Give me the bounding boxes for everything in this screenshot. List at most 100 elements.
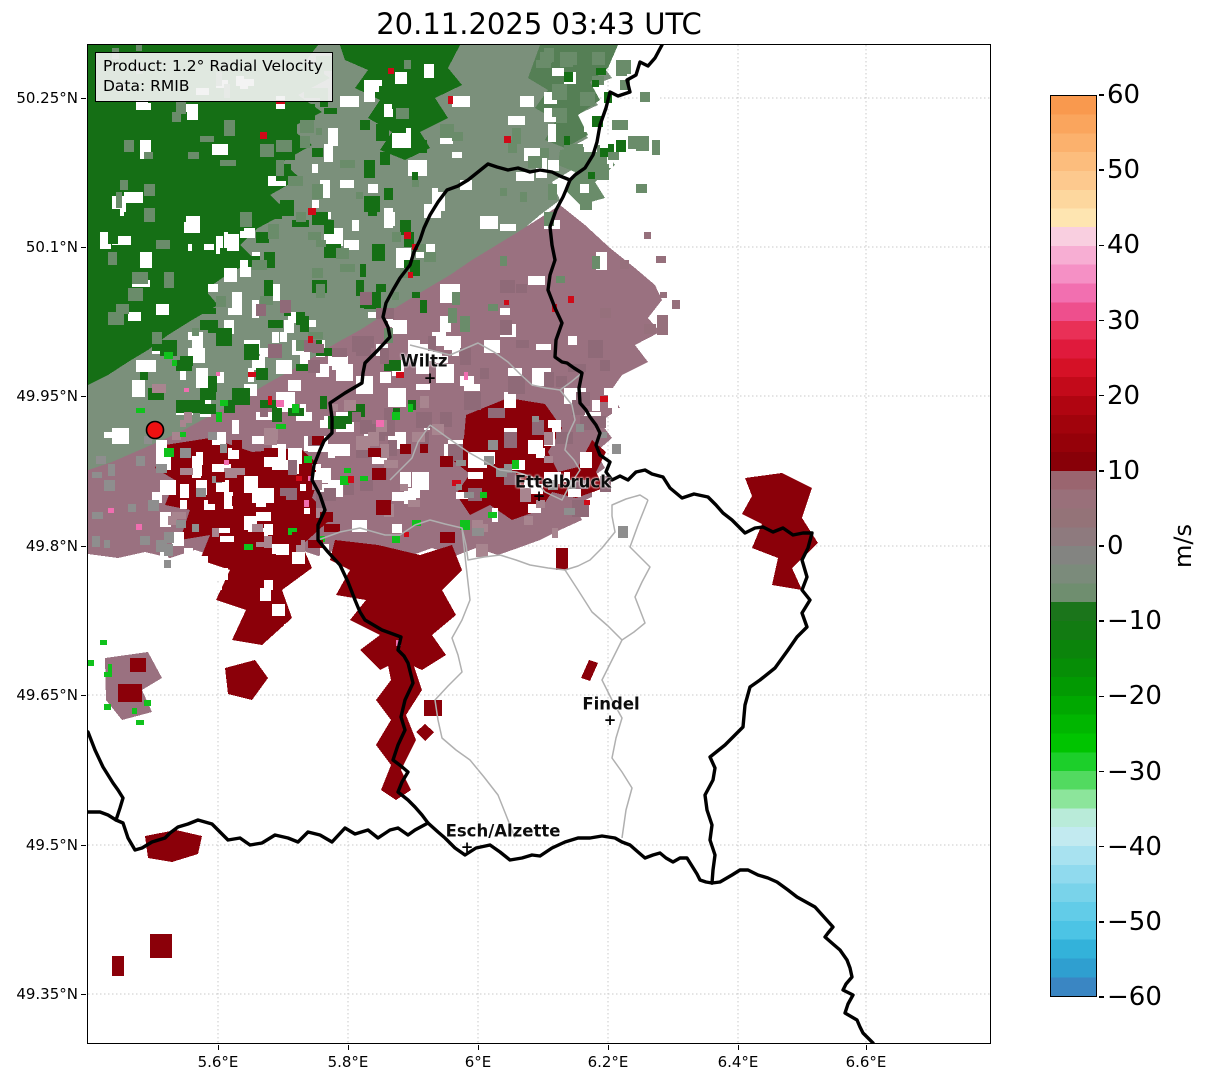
radar-pixel-speckle — [208, 136, 221, 144]
radar-pixel-speckle — [296, 312, 305, 325]
radar-pixel-speckle — [320, 512, 333, 522]
x-axis-tick-label: 6.6°E — [845, 1053, 887, 1071]
radar-pixel-speckle — [200, 136, 214, 142]
radar-pixel-speckle — [352, 336, 367, 352]
radar-pixel-speckle — [296, 340, 306, 351]
radar-pixel-speckle — [396, 432, 404, 440]
radar-pixel-speckle — [248, 532, 264, 542]
radar-pixel-speckle — [160, 480, 176, 495]
radar-pixel-speckle — [596, 68, 606, 75]
radar-pixel-speckle — [124, 140, 134, 152]
radar-pixel-speckle — [176, 156, 184, 174]
radar-pixel-speckle — [548, 124, 556, 142]
radar-pixel-speckle — [504, 136, 511, 143]
radar-pixel-speckle — [584, 144, 597, 152]
radar-pixel-speckle — [340, 96, 359, 107]
radar-pixel-speckle — [264, 448, 278, 457]
radar-pixel-speckle — [488, 512, 497, 518]
radar-pixel-speckle — [484, 456, 494, 465]
radar-pixel-speckle — [156, 304, 169, 315]
radar-pixel-speckle — [192, 472, 201, 478]
radar-pixel-speckle — [108, 252, 117, 265]
y-axis-tick-label: 50.25°N — [16, 89, 78, 107]
radar-pixel-speckle — [252, 524, 263, 538]
radar-pixel-speckle — [520, 488, 531, 502]
radar-pixel-speckle — [600, 136, 611, 148]
radar-pixel-speckle — [172, 360, 177, 366]
radar-pixel-speckle — [308, 232, 321, 240]
radar-pixel-speckle — [312, 148, 323, 157]
radar-pixel-speckle — [104, 432, 113, 438]
radar-pixel-speckle — [380, 348, 389, 364]
radar-pixel-speckle — [384, 104, 393, 117]
radar-pixel-speckle — [172, 292, 179, 303]
radar-pixel-speckle — [500, 280, 515, 293]
radar-pixel-speckle — [600, 476, 611, 492]
radar-pixel-speckle — [636, 184, 647, 193]
radar-pixel-speckle — [360, 292, 372, 305]
radar-pixel-speckle — [600, 164, 609, 180]
radar-pixel-speckle — [196, 488, 206, 497]
radar-pixel-speckle — [368, 312, 381, 318]
radar-pixel-speckle — [180, 420, 186, 427]
radar-pixel-speckle — [340, 180, 354, 188]
radar-pixel-speckle — [592, 172, 606, 180]
radar-pixel-speckle — [192, 596, 203, 603]
radar-pixel-speckle — [252, 300, 259, 318]
radar-pixel-speckle — [316, 508, 323, 518]
radar-pixel-speckle — [160, 512, 171, 527]
radar-pixel-speckle — [172, 512, 186, 519]
radar-pixel-speckle — [484, 340, 500, 353]
radar-pixel-speckle — [144, 208, 155, 222]
radar-pixel-speckle — [584, 124, 590, 132]
radar-pixel-speckle — [352, 520, 367, 532]
radar-pixel-speckle — [452, 152, 462, 158]
radar-pixel-speckle — [368, 204, 377, 216]
radar-pixel-speckle — [276, 496, 286, 508]
colorbar-tick-mark — [1099, 996, 1104, 998]
radar-pixel-speckle — [544, 432, 553, 445]
radar-pixel-speckle — [220, 400, 228, 406]
radar-pixel-speckle — [356, 192, 363, 199]
radar-pixel-speckle — [336, 416, 352, 424]
radar-pixel-speckle — [504, 464, 512, 473]
radar-pixel-speckle — [256, 500, 266, 507]
radar-pixel-speckle — [576, 424, 584, 432]
radar-pixel-speckle — [600, 396, 608, 402]
radar-pixel-speckle — [508, 376, 525, 394]
radar-pixel-speckle — [264, 436, 277, 445]
radar-pixel-speckle — [460, 316, 470, 332]
radar-pixel-speckle — [208, 432, 217, 440]
radar-pixel-speckle — [164, 560, 171, 568]
radar-pixel-speckle — [268, 204, 282, 219]
radar-pixel-speckle — [180, 468, 193, 475]
colorbar-tick-mark — [1099, 545, 1104, 547]
radar-pixel-speckle — [256, 540, 269, 547]
radar-pixel-speckle — [532, 416, 539, 422]
radar-pixel-speckle — [564, 136, 570, 145]
radar-pixel-speckle — [112, 140, 124, 157]
radar-pixel-speckle — [180, 500, 187, 509]
radar-pixel-speckle — [508, 140, 517, 153]
x-axis-tick-mark — [608, 1045, 610, 1050]
radar-pixel-speckle — [316, 284, 325, 298]
radar-pixel-speckle — [136, 45, 142, 51]
radar-pixel-speckle — [332, 444, 344, 456]
city-marker-icon: + — [423, 368, 437, 387]
radar-pixel-speckle — [208, 284, 218, 292]
radar-pixel-speckle — [352, 412, 361, 422]
radar-pixel-speckle — [392, 124, 406, 133]
city-label: Wiltz — [400, 351, 448, 371]
radar-pixel-speckle — [384, 360, 401, 371]
colorbar-tick-label: −60 — [1107, 982, 1162, 1012]
radar-pixel-speckle — [568, 480, 576, 489]
radar-pixel-speckle — [260, 488, 274, 503]
radar-pixel-speckle — [312, 268, 323, 278]
colorbar-tick-mark — [1099, 845, 1104, 848]
radar-pixel-speckle — [520, 192, 527, 202]
radar-pixel-speckle — [300, 104, 315, 120]
radar-pixel-speckle — [172, 532, 184, 546]
radar-pixel-speckle — [200, 288, 208, 300]
radar-pixel-speckle — [416, 412, 432, 428]
radar-pixel-speckle — [588, 172, 595, 179]
